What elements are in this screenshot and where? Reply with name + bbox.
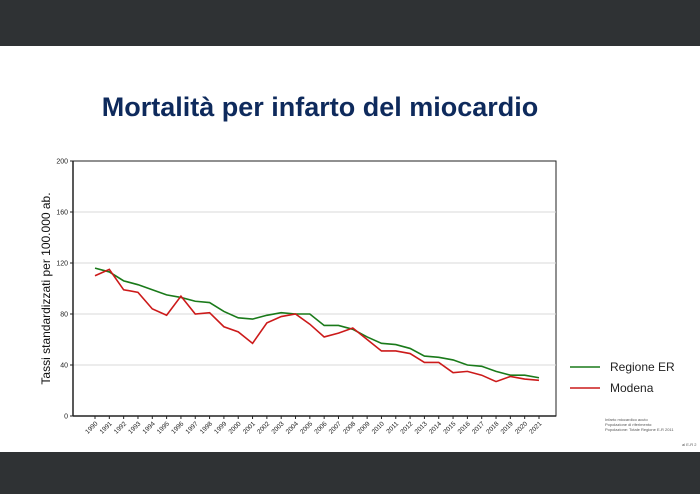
x-tick-label: 2013 bbox=[414, 420, 429, 435]
note-line: Popolazione di riferimento: bbox=[605, 422, 653, 427]
x-tick-label: 2002 bbox=[256, 420, 271, 435]
x-tick-label: 2020 bbox=[514, 420, 529, 435]
x-tick-label: 2001 bbox=[242, 420, 257, 435]
x-tick-label: 1996 bbox=[170, 420, 185, 435]
x-tick-label: 2016 bbox=[457, 420, 472, 435]
y-tick-label: 40 bbox=[60, 363, 68, 370]
x-tick-label: 2011 bbox=[385, 420, 400, 435]
legend-label: Modena bbox=[610, 381, 654, 395]
x-tick-label: 2003 bbox=[270, 420, 285, 435]
legend-label: Regione ER bbox=[610, 360, 675, 374]
note-line: Infarto miocardico acuto bbox=[605, 417, 648, 422]
x-tick-label: 2008 bbox=[342, 420, 357, 435]
x-tick-label: 1991 bbox=[99, 420, 114, 435]
x-tick-label: 2007 bbox=[328, 420, 343, 435]
y-tick-label: 0 bbox=[64, 414, 68, 421]
corner-note: al E-R 2 bbox=[682, 442, 697, 447]
x-tick-label: 1998 bbox=[199, 420, 214, 435]
y-tick-label: 120 bbox=[56, 261, 68, 268]
y-tick-label: 200 bbox=[56, 159, 68, 166]
x-tick-label: 2000 bbox=[227, 420, 242, 435]
source-note: Infarto miocardico acuto Popolazione di … bbox=[605, 417, 674, 432]
x-tick-label: 2010 bbox=[371, 420, 386, 435]
x-tick-label: 2018 bbox=[485, 420, 500, 435]
x-tick-label: 1999 bbox=[213, 420, 228, 435]
x-tick-label: 2017 bbox=[471, 420, 486, 435]
x-tick-label: 1994 bbox=[142, 420, 157, 435]
series-line-regione-er bbox=[94, 267, 540, 379]
x-tick-label: 2012 bbox=[399, 420, 414, 435]
y-tick-label: 80 bbox=[60, 312, 68, 319]
y-axis-label: Tassi standardizzati per 100.000 ab. bbox=[39, 192, 53, 384]
plot-frame bbox=[72, 160, 557, 417]
x-tick-label: 1992 bbox=[113, 420, 128, 435]
slide-title: Mortalità per infarto del miocardio bbox=[101, 92, 539, 122]
series-line-modena bbox=[94, 268, 540, 383]
x-tick-label: 2019 bbox=[500, 420, 515, 435]
x-tick-label: 2006 bbox=[313, 420, 328, 435]
top-bar bbox=[0, 0, 700, 46]
x-tick-label: 2005 bbox=[299, 420, 314, 435]
x-tick-label: 2015 bbox=[442, 420, 457, 435]
bottom-bar bbox=[0, 452, 700, 494]
x-tick-label: 1990 bbox=[84, 420, 99, 435]
x-tick-label: 1995 bbox=[156, 420, 171, 435]
x-tick-label: 1997 bbox=[184, 420, 199, 435]
x-tick-label: 1993 bbox=[127, 420, 142, 435]
note-line: Popolazione: Totale Regione E-R 2011 bbox=[605, 427, 674, 432]
x-tick-label: 2014 bbox=[428, 420, 443, 435]
x-tick-label: 2021 bbox=[528, 420, 543, 435]
x-tick-label: 2009 bbox=[356, 420, 371, 435]
x-tick-label: 2004 bbox=[285, 420, 300, 435]
y-tick-label: 160 bbox=[56, 210, 68, 217]
